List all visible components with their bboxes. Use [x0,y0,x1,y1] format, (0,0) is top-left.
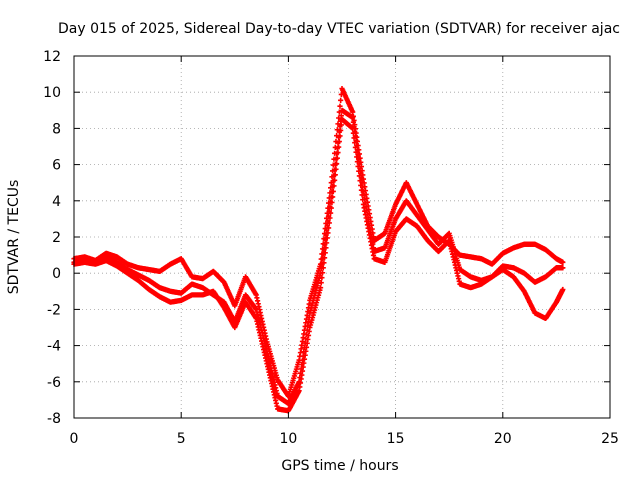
series-track-b [71,107,566,407]
y-tick-label: 8 [52,121,61,137]
data-point [350,130,356,136]
y-axis-ticks: -8 -6 -4 -2 0 2 4 6 8 10 12 [43,49,610,427]
data-point [350,119,356,125]
y-tick-label: 4 [52,194,61,210]
data-point [338,122,344,128]
data-point [351,135,357,141]
data-point [357,178,363,184]
y-tick-label: -8 [47,411,61,427]
data-point [327,215,333,221]
data-point [333,166,339,172]
y-tick-label: 6 [52,158,61,174]
data-point [336,144,342,150]
data-point [326,220,332,226]
data-point [321,255,328,261]
y-axis-label: SDTVAR / TECUs [6,180,22,295]
data-point [338,127,344,134]
data-point [352,140,358,146]
data-point [560,286,566,293]
data-point [329,199,335,206]
series-track-c [71,116,566,414]
data-point [331,183,337,189]
x-tick-label: 25 [601,431,619,447]
data-point [330,194,336,200]
data-point [318,280,324,286]
data-point [350,125,356,131]
y-tick-label: 12 [43,49,61,65]
x-axis-ticks: 0 5 10 15 20 25 [70,56,619,447]
x-tick-label: 5 [177,431,186,447]
x-tick-label: 10 [279,431,297,447]
data-point [350,114,356,121]
data-point [332,177,338,183]
data-point [359,192,365,198]
data-point [337,133,343,139]
data-point [352,144,358,151]
x-tick-label: 15 [387,431,405,447]
x-tick-label: 0 [70,431,79,447]
chart-title: Day 015 of 2025, Sidereal Day-to-day VTE… [58,21,620,37]
data-point [353,149,359,155]
data-point [319,275,325,281]
y-tick-label: -6 [47,375,61,391]
data-points [71,85,566,414]
data-point [321,260,327,266]
data-point [323,245,329,251]
y-tick-label: -2 [47,302,61,318]
data-point [322,250,328,256]
data-point [358,182,364,189]
data-point [360,197,366,203]
data-point [336,138,342,145]
data-point [330,188,336,195]
data-point [335,150,341,156]
y-tick-label: -4 [47,339,61,355]
data-point [332,172,338,178]
x-tick-label: 20 [494,431,512,447]
y-tick-label: 2 [52,230,61,246]
data-point [355,163,361,170]
y-tick-label: 0 [52,266,61,282]
data-point [336,109,342,115]
data-point [334,155,340,161]
data-point [317,285,324,291]
x-axis-label: GPS time / hours [281,458,398,474]
data-point [354,154,360,160]
data-point [354,159,361,165]
series-track-a [71,85,566,399]
data-point [320,265,326,271]
data-point [356,173,363,179]
data-point [560,265,566,271]
data-point [324,235,330,241]
data-point [560,259,566,265]
data-point [334,161,340,167]
data-point [356,168,362,174]
data-point [358,187,365,193]
data-point [323,240,330,246]
data-point [326,225,332,231]
data-point [335,121,341,127]
data-point [336,115,342,121]
data-point [337,103,343,109]
data-point [328,210,334,216]
data-point [338,97,344,103]
data-point [328,205,334,211]
data-point [319,270,326,276]
y-tick-label: 10 [43,85,61,101]
data-point [325,230,331,236]
